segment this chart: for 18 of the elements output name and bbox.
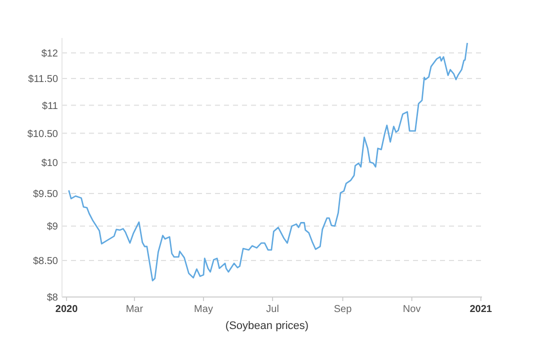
- y-tick-label: $11: [42, 100, 58, 112]
- y-tick-label: $11.50: [28, 74, 58, 85]
- y-tick-label: $10.50: [27, 128, 58, 140]
- x-tick-label: Sep: [334, 304, 352, 315]
- line-series: [68, 42, 468, 282]
- x-tick-label: May: [194, 304, 213, 315]
- y-tick-label: $9: [46, 222, 58, 233]
- x-tick-label: 2021: [470, 304, 492, 315]
- y-tick-label: $12: [41, 48, 58, 60]
- text: (Soybean prices): [225, 320, 309, 332]
- y-tick-label: $10: [41, 158, 58, 170]
- x-tick-label: 2020: [55, 304, 78, 315]
- y-tick-label: $9.50: [32, 189, 58, 200]
- y-tick-label: $8.50: [32, 256, 58, 267]
- x-tick-label: Nov: [402, 304, 421, 315]
- x-tick-label: Jul: [266, 304, 279, 315]
- y-tick-label: $8: [46, 292, 58, 304]
- x-tick-label: Mar: [126, 304, 144, 315]
